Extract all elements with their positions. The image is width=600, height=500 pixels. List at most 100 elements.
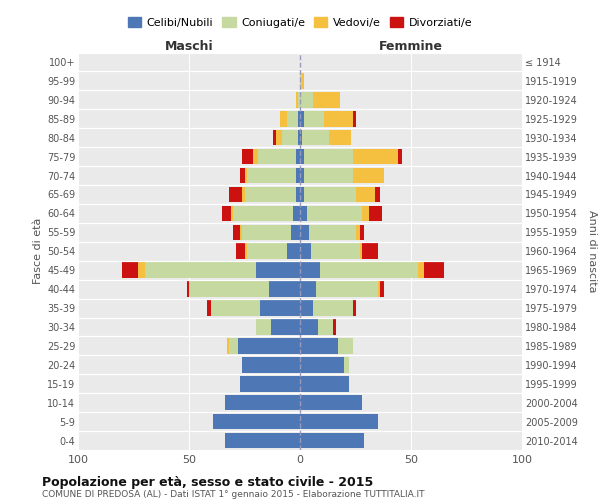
Bar [258,149,296,164]
Bar [362,206,369,221]
Bar [145,262,256,278]
Y-axis label: Anni di nascita: Anni di nascita [587,210,597,292]
Y-axis label: Fasce di età: Fasce di età [32,218,43,284]
Bar [362,244,378,259]
Bar [313,300,353,316]
Bar [380,282,385,297]
Bar [224,433,300,448]
Bar [300,376,349,392]
Bar [214,414,300,430]
Text: COMUNE DI PREDOSA (AL) - Dati ISTAT 1° gennaio 2015 - Elaborazione TUTTITALIA.IT: COMUNE DI PREDOSA (AL) - Dati ISTAT 1° g… [42,490,425,499]
Bar [300,130,302,146]
Text: Femmine: Femmine [379,40,443,54]
Bar [300,433,364,448]
Bar [242,357,300,372]
Bar [311,244,360,259]
Bar [122,262,138,278]
Bar [325,111,353,126]
Bar [298,111,300,126]
Bar [236,244,245,259]
Bar [355,224,360,240]
Bar [307,206,362,221]
Bar [313,92,340,108]
Bar [300,244,311,259]
Bar [293,206,300,221]
Bar [260,300,300,316]
Bar [418,262,424,278]
Bar [223,206,231,221]
Bar [271,319,300,334]
Bar [187,282,189,297]
Bar [376,186,380,202]
Bar [344,357,349,372]
Bar [229,186,242,202]
Bar [300,111,304,126]
Bar [291,224,300,240]
Bar [287,111,298,126]
Text: Popolazione per età, sesso e stato civile - 2015: Popolazione per età, sesso e stato civil… [42,476,373,489]
Bar [369,206,382,221]
Bar [300,73,302,88]
Bar [298,92,300,108]
Bar [302,130,329,146]
Bar [242,186,245,202]
Bar [353,300,355,316]
Bar [224,395,300,410]
Bar [247,168,296,184]
Bar [353,149,398,164]
Bar [398,149,402,164]
Bar [256,319,271,334]
Bar [355,186,376,202]
Bar [378,282,380,297]
Bar [309,224,355,240]
Bar [316,282,378,297]
Bar [338,338,353,353]
Bar [298,130,300,146]
Bar [304,168,353,184]
Bar [300,92,313,108]
Bar [300,300,313,316]
Bar [300,319,318,334]
Bar [242,224,291,240]
Bar [424,262,444,278]
Bar [320,262,418,278]
Bar [275,130,282,146]
Bar [300,357,344,372]
Bar [240,376,300,392]
Legend: Celibi/Nubili, Coniugati/e, Vedovi/e, Divorziati/e: Celibi/Nubili, Coniugati/e, Vedovi/e, Di… [124,12,476,32]
Bar [318,319,334,334]
Bar [274,130,275,146]
Bar [329,130,351,146]
Bar [300,149,304,164]
Bar [304,111,325,126]
Bar [287,244,300,259]
Bar [245,244,247,259]
Text: Maschi: Maschi [164,40,214,54]
Bar [300,168,304,184]
Bar [300,395,362,410]
Bar [233,206,293,221]
Bar [256,262,300,278]
Bar [353,168,385,184]
Bar [247,244,287,259]
Bar [240,224,242,240]
Bar [189,282,269,297]
Bar [353,111,355,126]
Bar [245,186,296,202]
Bar [296,149,300,164]
Bar [253,149,258,164]
Bar [300,186,304,202]
Bar [300,206,307,221]
Bar [227,338,229,353]
Bar [304,149,353,164]
Bar [269,282,300,297]
Bar [302,73,304,88]
Bar [300,282,316,297]
Bar [211,300,260,316]
Bar [360,244,362,259]
Bar [304,186,355,202]
Bar [207,300,211,316]
Bar [233,224,240,240]
Bar [296,186,300,202]
Bar [300,414,378,430]
